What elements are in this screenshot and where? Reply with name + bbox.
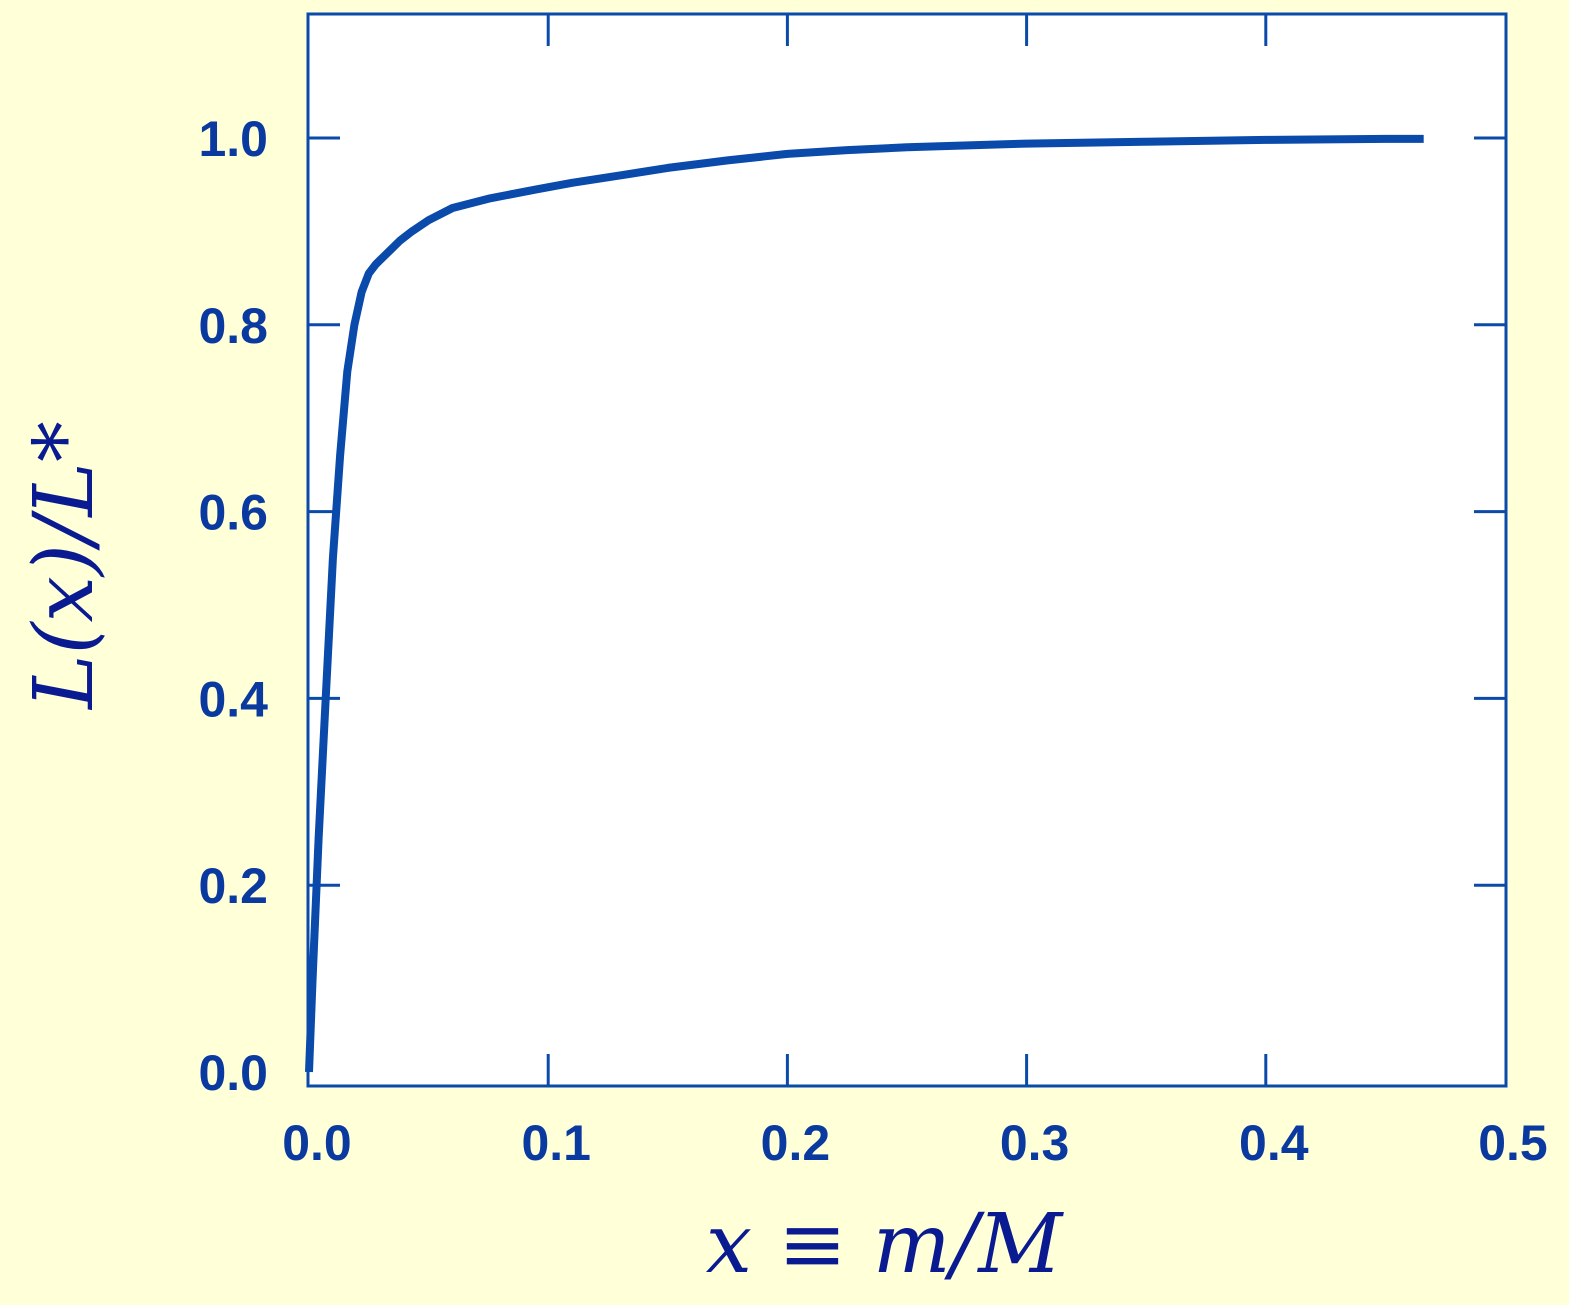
y-tick-label: 0.4 [198,671,268,727]
x-tick-label: 0.0 [282,1115,352,1171]
x-tick-label: 0.1 [521,1115,591,1171]
plot-frame [306,12,1508,1088]
y-tick-label: 0.6 [198,485,268,541]
x-tick-label: 0.2 [761,1115,831,1171]
y-axis-title: L(x)/L* [17,421,112,711]
y-tick-label: 0.2 [198,858,268,914]
x-tick-label: 0.3 [1000,1115,1070,1171]
y-tick-label: 1.0 [198,111,268,167]
series-line [305,134,1424,1073]
x-axis-title: x ≡ m/M [706,1197,1064,1292]
y-tick-label: 0.0 [198,1045,268,1101]
x-tick-label: 0.5 [1478,1115,1548,1171]
plot-area [308,14,1506,1086]
tick-labels: 0.0 0.1 0.2 0.3 0.4 0.5 0.0 0.2 0.4 0.6 0.8 1.0 [198,111,1547,1171]
x-tick-label: 0.4 [1239,1115,1309,1171]
y-tick-label: 0.8 [198,298,268,354]
